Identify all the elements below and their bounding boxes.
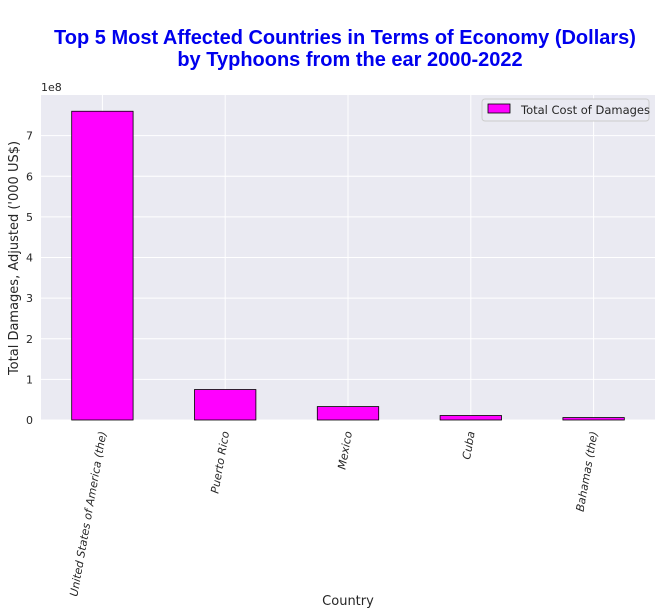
legend: Total Cost of Damages bbox=[481, 98, 650, 122]
x-tick-label: Cuba bbox=[460, 430, 478, 460]
bars bbox=[71, 110, 625, 421]
y-axis-multiplier: 1e8 bbox=[41, 81, 62, 94]
bar bbox=[71, 110, 134, 421]
bar bbox=[194, 389, 257, 421]
bar bbox=[562, 417, 625, 421]
x-tick-label: Bahamas (the) bbox=[574, 430, 601, 512]
y-tick-label: 1 bbox=[26, 373, 33, 386]
x-tick-label: Puerto Rico bbox=[208, 430, 232, 494]
x-axis-label: Country bbox=[322, 594, 374, 609]
y-tick-label: 5 bbox=[26, 211, 33, 224]
legend-box bbox=[481, 98, 650, 122]
legend-swatch bbox=[487, 103, 511, 114]
y-tick-label: 7 bbox=[26, 130, 33, 143]
y-axis-label: Total Damages, Adjusted ('000 US$) bbox=[7, 141, 22, 376]
y-axis-ticks: 0 1 2 3 4 5 6 7 bbox=[26, 130, 33, 427]
y-tick-label: 4 bbox=[26, 252, 33, 265]
chart-title-line-2: by Typhoons from the ear 2000-2022 bbox=[177, 49, 522, 71]
y-tick-label: 3 bbox=[26, 292, 33, 305]
y-tick-label: 6 bbox=[26, 170, 33, 183]
bar bbox=[439, 415, 502, 421]
x-tick-label: Mexico bbox=[335, 430, 355, 471]
bar bbox=[316, 406, 380, 421]
x-axis-ticks: United States of America (the) Puerto Ric… bbox=[67, 430, 600, 598]
legend-label: Total Cost of Damages bbox=[520, 103, 650, 117]
chart-title-line-1: Top 5 Most Affected Countries in Terms o… bbox=[54, 27, 636, 49]
y-tick-label: 2 bbox=[26, 333, 33, 346]
y-tick-label: 0 bbox=[26, 414, 33, 427]
x-tick-label: United States of America (the) bbox=[67, 430, 109, 597]
